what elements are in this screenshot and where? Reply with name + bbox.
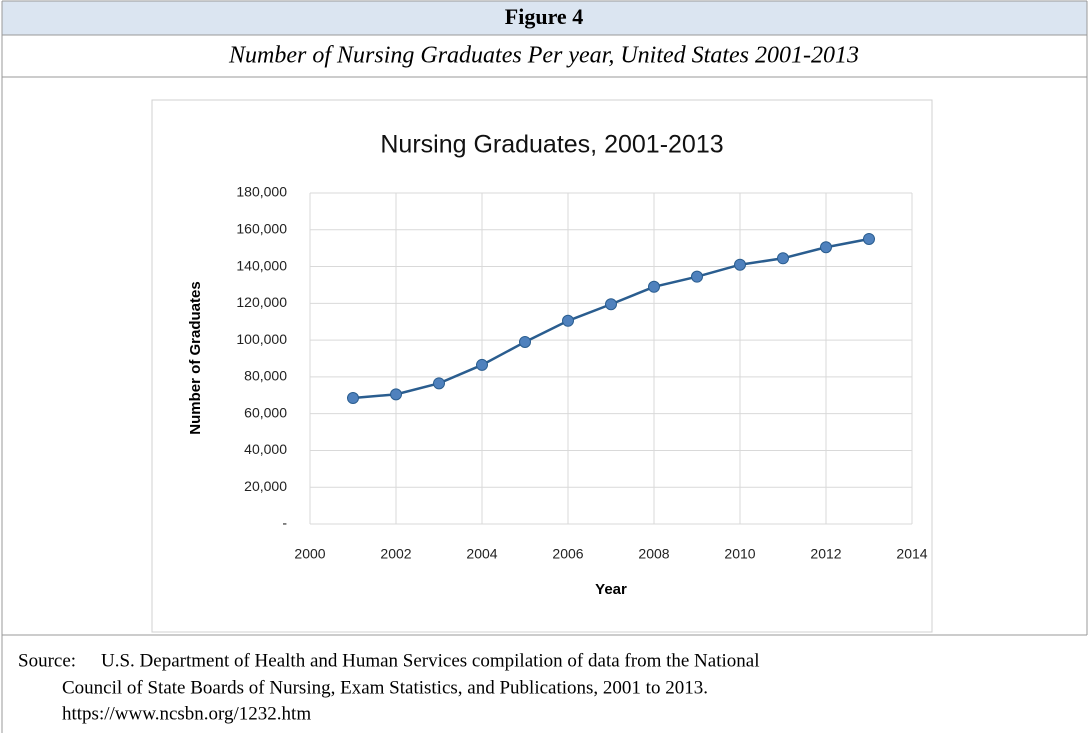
x-tick-label: 2006: [552, 546, 583, 562]
data-point: [820, 241, 832, 254]
y-tick-label: 120,000: [236, 294, 287, 310]
data-point: [777, 252, 789, 265]
figure-title: Figure 4: [505, 4, 583, 29]
data-point: [605, 298, 617, 311]
x-tick-label: 2014: [896, 546, 927, 562]
y-tick-label: 100,000: [236, 331, 287, 347]
y-tick-label: 160,000: [236, 220, 287, 236]
x-tick-label: 2000: [294, 546, 325, 562]
figure-subtitle: Number of Nursing Graduates Per year, Un…: [228, 43, 859, 69]
data-point: [734, 258, 746, 271]
data-point: [648, 280, 660, 293]
data-point: [863, 232, 875, 245]
y-tick-label: 20,000: [244, 478, 287, 494]
y-tick-label: 140,000: [236, 257, 287, 273]
data-point: [476, 358, 488, 371]
x-tick-label: 2002: [380, 546, 411, 562]
x-tick-label: 2012: [810, 546, 841, 562]
x-tick-label: 2004: [466, 546, 497, 562]
source-line: Council of State Boards of Nursing, Exam…: [62, 677, 708, 698]
data-point: [433, 377, 445, 390]
data-point: [347, 392, 359, 405]
chart-title: Nursing Graduates, 2001-2013: [380, 131, 723, 159]
chart-frame: [151, 99, 933, 633]
source-label: Source:: [18, 650, 76, 671]
y-tick-label: -: [282, 515, 287, 531]
header-band: [2, 1, 1087, 35]
data-point: [390, 388, 402, 401]
plot: - 20,000 40,000 60,000 80,000 100,000 120,000 1…: [236, 184, 927, 562]
source-line: U.S. Department of Health and Human Serv…: [101, 650, 759, 671]
y-tick-label: 40,000: [244, 441, 287, 457]
source-line: https://www.ncsbn.org/1232.htm: [62, 703, 311, 724]
y-tick-label: 80,000: [244, 368, 287, 384]
data-point: [519, 335, 531, 348]
x-axis-label: Year: [595, 581, 627, 598]
data-point: [691, 270, 703, 283]
y-axis-label: Number of Graduates: [187, 281, 204, 434]
data-point: [562, 314, 574, 327]
y-tick-label: 180,000: [236, 184, 287, 200]
y-tick-label: 60,000: [244, 404, 287, 420]
x-tick-label: 2010: [724, 546, 755, 562]
x-tick-label: 2008: [638, 546, 669, 562]
